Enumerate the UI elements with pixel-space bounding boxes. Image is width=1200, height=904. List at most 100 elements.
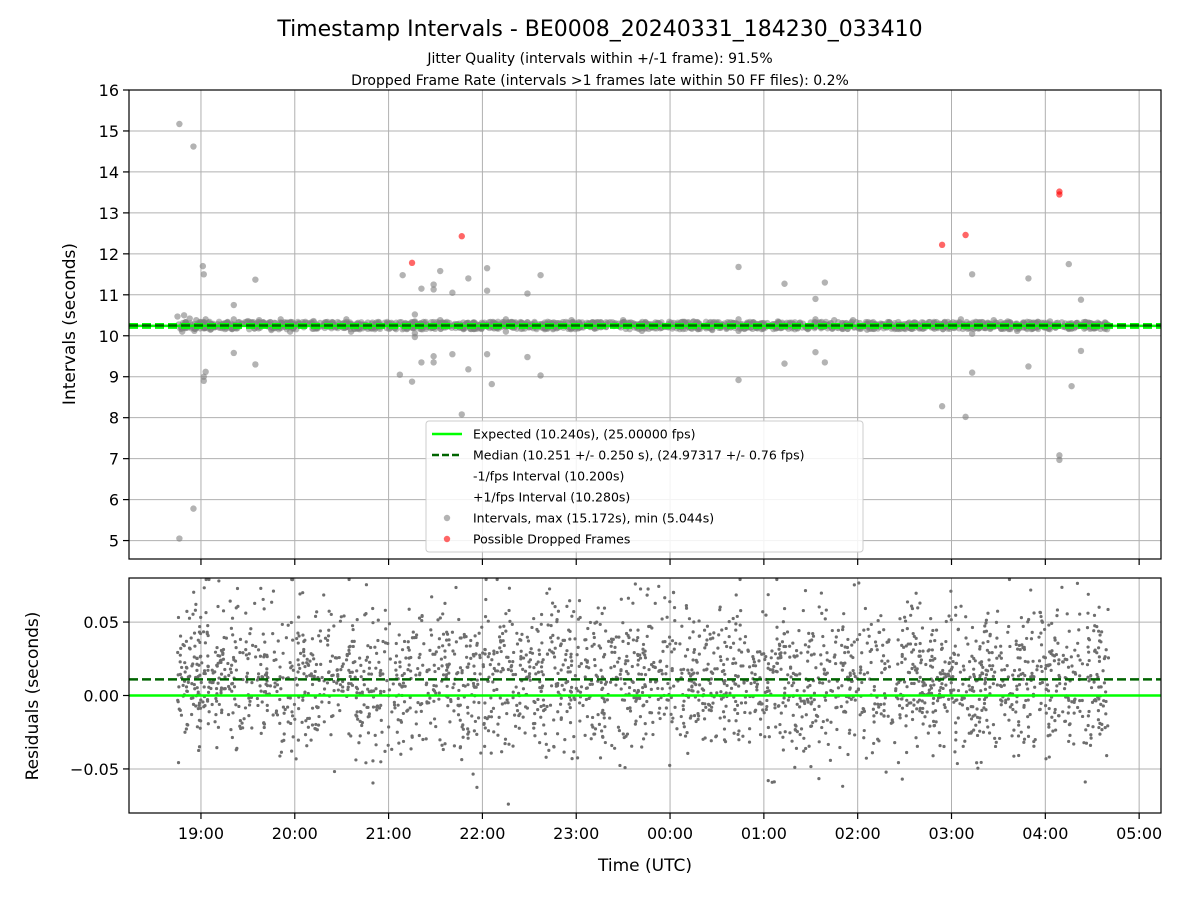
residual-point bbox=[613, 746, 617, 750]
residual-point bbox=[348, 644, 352, 648]
residual-point bbox=[724, 704, 728, 708]
residual-point bbox=[447, 671, 451, 675]
residual-point bbox=[184, 685, 189, 689]
residual-point bbox=[391, 682, 395, 686]
residual-point bbox=[475, 785, 479, 789]
residual-point bbox=[187, 616, 192, 620]
residual-point bbox=[1047, 722, 1051, 726]
residual-point bbox=[247, 714, 251, 718]
residual-point bbox=[512, 713, 517, 717]
residual-point bbox=[583, 675, 587, 679]
residual-point bbox=[613, 645, 617, 649]
residual-point bbox=[481, 665, 485, 669]
residual-point bbox=[1054, 652, 1058, 657]
residual-point bbox=[775, 661, 780, 666]
residual-point bbox=[618, 672, 622, 676]
residual-point bbox=[755, 685, 759, 689]
residual-point bbox=[930, 633, 934, 637]
residual-point bbox=[247, 696, 251, 700]
residual-point bbox=[1067, 723, 1072, 727]
interval-point bbox=[449, 350, 456, 358]
residual-point bbox=[732, 657, 736, 661]
residual-point bbox=[1104, 690, 1108, 694]
chart-title: Timestamp Intervals - BE0008_20240331_18… bbox=[276, 17, 922, 42]
residual-point bbox=[617, 656, 621, 660]
residual-point bbox=[497, 715, 501, 720]
residual-point bbox=[348, 674, 352, 679]
residual-point bbox=[262, 607, 266, 611]
residual-point bbox=[751, 657, 756, 661]
residual-point bbox=[543, 732, 547, 736]
residual-point bbox=[1019, 616, 1023, 620]
residual-point bbox=[1055, 608, 1060, 612]
residual-point bbox=[969, 717, 974, 721]
residual-point bbox=[198, 726, 202, 730]
interval-point bbox=[180, 312, 188, 319]
residual-point bbox=[792, 654, 796, 658]
residual-point bbox=[256, 648, 261, 652]
residual-point bbox=[913, 665, 917, 669]
residual-point bbox=[497, 635, 502, 639]
residual-point bbox=[234, 646, 238, 650]
residual-point bbox=[241, 651, 245, 655]
residual-point bbox=[671, 591, 676, 595]
residual-point bbox=[393, 706, 397, 710]
residual-point bbox=[1008, 705, 1012, 709]
residual-point bbox=[432, 663, 436, 667]
residual-point bbox=[987, 658, 991, 662]
residual-point bbox=[489, 696, 493, 700]
residual-point bbox=[628, 628, 633, 632]
residual-point bbox=[472, 729, 476, 733]
residual-point bbox=[915, 671, 919, 675]
residual-point bbox=[1065, 612, 1069, 616]
residual-point bbox=[219, 691, 223, 695]
residual-point bbox=[256, 672, 261, 676]
residual-point bbox=[219, 672, 224, 676]
residual-point bbox=[523, 705, 528, 709]
residual-point bbox=[821, 634, 825, 639]
intervals-y-tick-label: 5 bbox=[109, 532, 119, 551]
residual-point bbox=[568, 637, 572, 641]
residual-point bbox=[744, 689, 748, 694]
residual-point bbox=[192, 631, 197, 635]
residual-point bbox=[180, 665, 184, 670]
residual-point bbox=[545, 591, 549, 595]
residual-point bbox=[251, 643, 255, 647]
residual-point bbox=[819, 662, 823, 666]
residual-point bbox=[719, 690, 723, 694]
residual-point bbox=[974, 639, 978, 643]
residual-point bbox=[577, 664, 581, 669]
residual-point bbox=[694, 719, 698, 724]
residual-point bbox=[875, 648, 879, 652]
residual-point bbox=[1076, 641, 1080, 645]
residual-point bbox=[919, 658, 924, 662]
residual-point bbox=[1102, 699, 1106, 703]
residual-point bbox=[345, 653, 349, 658]
residual-point bbox=[410, 636, 415, 640]
residual-point bbox=[600, 734, 605, 739]
residual-point bbox=[968, 660, 972, 664]
residual-point bbox=[253, 655, 258, 659]
residual-point bbox=[407, 648, 411, 652]
residual-point bbox=[798, 672, 802, 676]
residual-point bbox=[636, 658, 641, 662]
residual-point bbox=[801, 608, 805, 613]
residual-point bbox=[731, 616, 735, 621]
residual-point bbox=[526, 639, 531, 643]
residual-point bbox=[506, 655, 510, 660]
residual-point bbox=[814, 719, 818, 723]
residual-point bbox=[964, 636, 968, 640]
residual-point bbox=[417, 616, 422, 620]
residual-point bbox=[722, 738, 727, 742]
interval-point bbox=[1025, 363, 1032, 370]
residual-point bbox=[367, 714, 371, 718]
residual-point bbox=[1096, 718, 1100, 722]
interval-point bbox=[568, 316, 575, 324]
residual-point bbox=[341, 689, 345, 693]
residual-point bbox=[1022, 737, 1027, 741]
residual-point bbox=[679, 714, 683, 719]
residual-point bbox=[828, 758, 833, 762]
residual-point bbox=[853, 733, 857, 737]
residual-point bbox=[1019, 730, 1023, 734]
residual-point bbox=[664, 672, 668, 676]
